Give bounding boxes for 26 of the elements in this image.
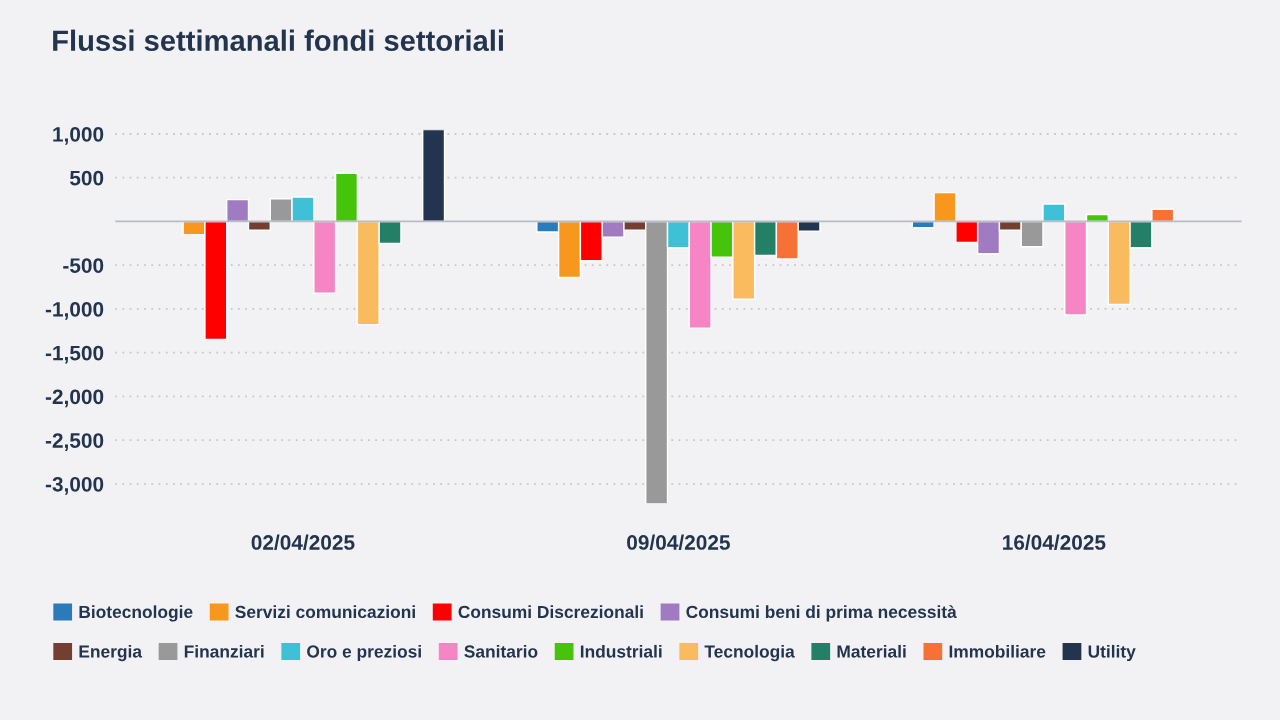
y-tick-label: -500 — [63, 258, 104, 273]
legend-label: Sanitario — [464, 644, 538, 658]
legend-label: Immobiliare — [949, 644, 1046, 658]
legend-label: Utility — [1088, 644, 1136, 662]
y-tick-label: -1,500 — [45, 345, 104, 364]
y-tick-label: 1,000 — [53, 126, 104, 145]
y-tick-label: -3,000 — [45, 476, 104, 495]
legend-label: Oro e preziosi — [307, 644, 421, 662]
bar — [422, 129, 446, 223]
x-tick-label: 02/04/2025 — [251, 534, 355, 551]
legend-label: Industriali — [580, 644, 662, 658]
y-tick-label: 500 — [69, 170, 104, 186]
y-tick-label: -2,000 — [45, 389, 104, 408]
legend-label: Finanziari — [184, 644, 264, 658]
legend-label: Servizi comunicazioni — [235, 605, 415, 619]
y-tick-label: -1,000 — [45, 301, 104, 320]
x-tick-label: 16/04/2025 — [1003, 534, 1106, 551]
legend-label: Biotecnologie — [79, 605, 193, 622]
legend-label: Consumi Discrezionali — [458, 605, 643, 619]
legend-label: Energia — [79, 644, 143, 662]
legend-label: Consumi beni di prima necessità — [686, 605, 957, 622]
legend-label: Materiali — [837, 644, 906, 658]
chart-title: Flussi settimanali fondi settoriali — [53, 29, 503, 52]
legend-label: Tecnologia — [704, 644, 795, 662]
x-tick-label: 09/04/2025 — [627, 534, 730, 551]
y-tick-label: -2,500 — [45, 433, 104, 451]
